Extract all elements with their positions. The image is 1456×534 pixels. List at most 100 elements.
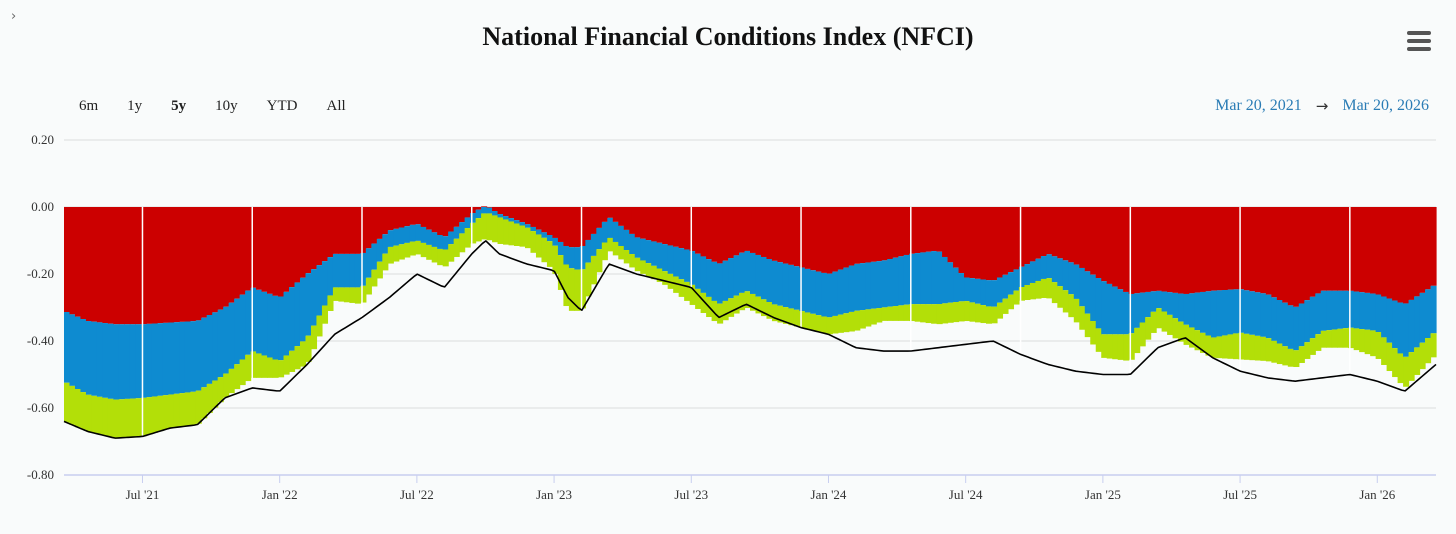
risk-bar — [706, 207, 713, 260]
leverage-bar — [398, 244, 405, 260]
leverage-bar — [338, 287, 345, 302]
date-from-input[interactable]: Mar 20, 2021 — [1215, 97, 1302, 114]
risk-bar — [146, 207, 153, 324]
risk-bar — [239, 207, 246, 295]
risk-bar — [475, 207, 482, 210]
credit-bar — [557, 241, 565, 256]
risk-bar — [1271, 207, 1278, 298]
nfci-line-layer — [63, 240, 1437, 439]
credit-bar — [1293, 306, 1300, 351]
risk-bar — [1051, 207, 1058, 257]
risk-bar — [870, 207, 877, 262]
risk-bar — [881, 207, 888, 261]
leverage-bar — [1364, 329, 1371, 355]
credit-bar — [124, 324, 131, 399]
credit-bar — [673, 246, 680, 277]
leverage-bar — [1024, 284, 1031, 300]
y-tick-label: -0.60 — [27, 400, 54, 415]
leverage-bar — [821, 316, 828, 334]
leverage-bar — [289, 350, 296, 372]
date-to-input[interactable]: Mar 20, 2026 — [1342, 97, 1429, 114]
credit-bar — [1326, 290, 1333, 331]
risk-bar — [1326, 207, 1333, 291]
range-button-ytd[interactable]: YTD — [258, 98, 307, 115]
risk-bar — [667, 207, 674, 246]
leverage-bar — [1216, 336, 1223, 359]
credit-bar — [695, 253, 702, 289]
risk-bar — [382, 207, 389, 235]
range-button-5y[interactable]: 5y — [162, 98, 195, 115]
risk-bar — [1287, 207, 1294, 306]
risk-bar — [107, 207, 114, 324]
risk-bar — [629, 207, 636, 234]
leverage-bar — [1007, 294, 1015, 310]
credit-bar — [497, 214, 504, 218]
leverage-bar — [892, 306, 899, 321]
credit-bar — [1353, 291, 1360, 329]
range-button-6m[interactable]: 6m — [70, 98, 107, 115]
risk-bar — [1145, 207, 1152, 292]
credit-bar — [245, 290, 252, 355]
credit-bar — [267, 293, 274, 358]
credit-bar — [909, 253, 916, 305]
leverage-bar — [766, 302, 773, 319]
credit-bar — [585, 239, 592, 263]
leverage-bar — [711, 300, 718, 322]
x-tick-label: Jan '26 — [1359, 487, 1395, 502]
risk-bar — [859, 207, 866, 264]
leverage-bar — [459, 233, 466, 253]
collapse-chevron-icon[interactable]: › — [11, 9, 17, 24]
credit-bar — [1046, 254, 1053, 279]
risk-bar — [294, 207, 301, 283]
leverage-bar — [1156, 308, 1163, 329]
chart-title: National Financial Conditions Index (NFC… — [482, 22, 974, 51]
risk-bar — [1282, 207, 1289, 303]
credit-bar — [1298, 303, 1305, 347]
risk-bar — [678, 207, 685, 249]
range-button-10y[interactable]: 10y — [206, 98, 247, 115]
risk-bar — [826, 207, 833, 274]
leverage-bar — [481, 213, 488, 240]
leverage-bar — [1018, 286, 1025, 301]
credit-bar — [1106, 283, 1113, 335]
risk-bar — [1337, 207, 1344, 291]
leverage-bar — [541, 237, 548, 263]
range-button-all[interactable]: All — [318, 98, 355, 115]
credit-bar — [645, 240, 652, 264]
stacked-areas — [64, 206, 1437, 439]
risk-bar — [777, 207, 784, 263]
credit-bar — [1265, 294, 1272, 339]
risk-bar — [409, 207, 416, 225]
credit-bar — [1287, 305, 1294, 349]
hamburger-menu-icon[interactable] — [1407, 31, 1431, 51]
leverage-bar — [1265, 338, 1272, 362]
leverage-bar — [1403, 356, 1410, 387]
leverage-bar — [448, 244, 455, 262]
risk-bar — [486, 207, 493, 208]
risk-bar — [1139, 207, 1146, 293]
credit-bar — [876, 261, 883, 309]
range-button-1y[interactable]: 1y — [118, 98, 151, 115]
risk-bar — [1029, 207, 1036, 262]
leverage-bar — [354, 287, 361, 304]
leverage-bar — [673, 276, 680, 293]
risk-bar — [1062, 207, 1069, 261]
risk-bar — [102, 207, 109, 324]
leverage-bar — [1112, 334, 1119, 360]
leverage-bar — [173, 393, 180, 428]
credit-bar — [640, 238, 647, 261]
risk-bar — [717, 207, 724, 264]
leverage-bar — [179, 393, 186, 427]
credit-bar — [739, 252, 746, 293]
leverage-bar — [815, 315, 822, 332]
credit-bar — [393, 228, 400, 246]
risk-bar — [310, 207, 318, 270]
credit-bar — [327, 257, 334, 296]
credit-bar — [777, 262, 784, 306]
leverage-bar — [267, 357, 274, 378]
leverage-bar — [1249, 334, 1256, 361]
credit-bar — [925, 251, 932, 305]
leverage-bar — [1210, 337, 1218, 358]
risk-bar — [1216, 207, 1223, 291]
credit-bar — [91, 321, 98, 396]
